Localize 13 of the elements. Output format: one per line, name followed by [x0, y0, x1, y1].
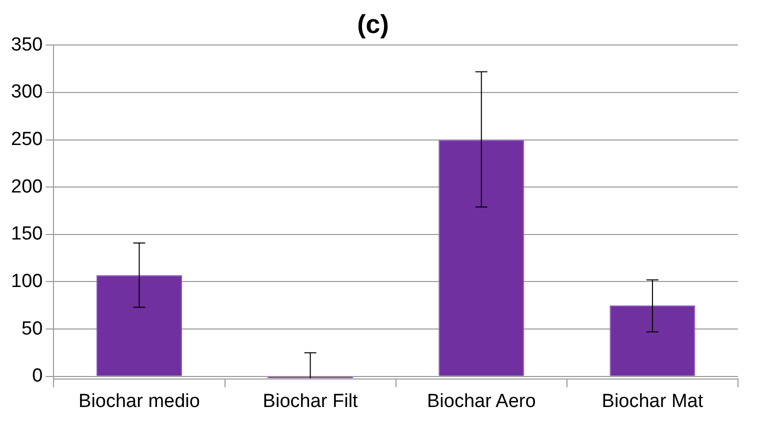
y-tick-label: 0	[32, 366, 43, 387]
chart-title: (c)	[357, 8, 389, 39]
y-tick-label: 100	[11, 270, 43, 292]
x-tick-label: Biochar Aero	[426, 390, 536, 412]
x-tick-label: Biochar Filt	[262, 390, 359, 412]
y-tick-label: 300	[11, 82, 43, 103]
y-tick-label: 200	[11, 176, 43, 198]
y-tick-label: 350	[11, 34, 43, 56]
x-tick-label: Biochar Mat	[602, 390, 704, 412]
y-tick-label: 250	[11, 129, 43, 150]
x-tick-label: Biochar medio	[78, 390, 200, 412]
y-tick-label: 150	[11, 224, 43, 245]
y-tick-label: 50	[22, 318, 43, 340]
